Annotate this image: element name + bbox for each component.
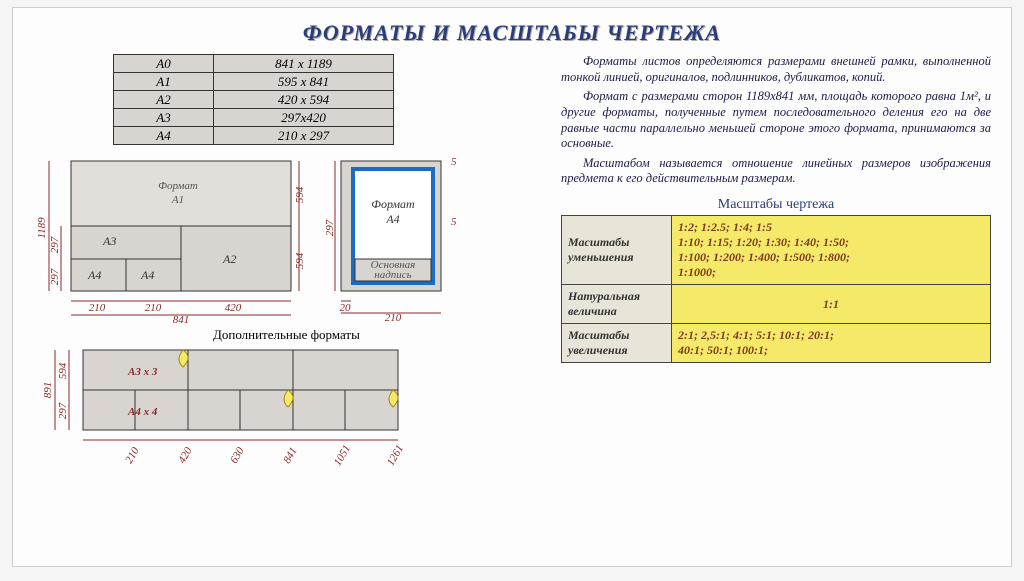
document-page: ФОРМАТЫ И МАСШТАБЫ ЧЕРТЕЖА A0841 x 1189 … [12,7,1012,567]
dim-label: 20 [340,302,352,314]
table-cell: 841 x 1189 [214,55,394,73]
table-cell: 1:1 [672,285,991,324]
dim-label: 5 [451,156,457,168]
table-cell: A2 [114,91,214,109]
diagram-label: надпись [374,269,411,281]
paragraph: Формат с размерами сторон 1189x841 мм, п… [561,89,991,152]
scales-table: Масштабы уменьшения 1:2; 1:2.5; 1:4; 1:5… [561,215,991,363]
table-cell: A3 [114,109,214,127]
diagram-a1: Формат A1 A3 A2 A4 A4 1189 [33,153,313,323]
extra-formats: Дополнительные форматы A3 x 3 [33,327,543,475]
table-cell: 210 x 297 [214,127,394,145]
dim-label: 297 [57,402,69,419]
diagram-label: Формат [158,180,198,192]
dim-label: 1051 [332,443,353,468]
table-cell: 420 x 594 [214,91,394,109]
dim-label: 1189 [36,217,48,239]
right-column: Форматы листов определяются размерами вн… [561,54,991,475]
scales-section: Масштабы чертежа Масштабы уменьшения 1:2… [561,197,991,363]
extras-label: A3 x 3 [127,366,158,378]
left-column: A0841 x 1189 A1595 x 841 A2420 x 594 A32… [33,54,543,475]
paragraph: Форматы листов определяются размерами вн… [561,54,991,85]
table-cell: A4 [114,127,214,145]
dim-label: 210 [123,445,142,466]
dim-label: 210 [145,302,162,314]
formats-table: A0841 x 1189 A1595 x 841 A2420 x 594 A32… [113,54,394,145]
cell-label: A2 [222,252,236,266]
table-cell: A1 [114,73,214,91]
diagram-a4: Формат A4 Основная надпись 297 20 210 5 … [323,153,473,323]
dim-label: 594 [57,362,69,379]
cell-label: A3 [102,234,116,248]
extras-diagram: A3 x 3 A4 x 4 891 [33,345,543,475]
table-cell: 2:1; 2,5:1; 4:1; 5:1; 10:1; 20:1; 40:1; … [672,324,991,363]
cell-label: A4 [87,268,101,282]
table-cell: 1:2; 1:2.5; 1:4; 1:5 1:10; 1:15; 1:20; 1… [672,216,991,285]
dim-label: 1261 [385,443,406,468]
dim-label: 210 [385,312,402,323]
table-header: Масштабы увеличения [562,324,672,363]
dim-label: 297 [49,236,61,253]
dim-label: 297 [49,268,61,285]
dim-label: 210 [89,302,106,314]
dim-label: 297 [324,219,336,236]
dim-label: 841 [173,314,190,323]
dim-label: 891 [42,382,54,399]
diagram-label: A4 [385,212,399,226]
extras-label: A4 x 4 [127,406,158,418]
dim-label: 841 [281,445,300,465]
table-cell: A0 [114,55,214,73]
cell-label: A4 [140,268,154,282]
diagram-label: A1 [171,194,184,206]
extras-title: Дополнительные форматы [213,327,543,343]
table-cell: 595 x 841 [214,73,394,91]
scales-title: Масштабы чертежа [561,197,991,213]
diagrams-row: Формат A1 A3 A2 A4 A4 1189 [33,153,543,323]
dim-label: 630 [228,445,247,466]
page-title: ФОРМАТЫ И МАСШТАБЫ ЧЕРТЕЖА [33,20,991,46]
dim-label: 420 [176,445,195,466]
diagram-label: Формат [371,197,415,211]
table-header: Натуральная величина [562,285,672,324]
table-header: Масштабы уменьшения [562,216,672,285]
dim-label: 594 [294,186,306,203]
table-cell: 297x420 [214,109,394,127]
content-area: A0841 x 1189 A1595 x 841 A2420 x 594 A32… [33,54,991,475]
dim-label: 420 [225,302,242,314]
dim-label: 594 [294,252,306,269]
paragraph: Масштабом называется отношение линейных … [561,156,991,187]
dim-label: 5 [451,216,457,228]
